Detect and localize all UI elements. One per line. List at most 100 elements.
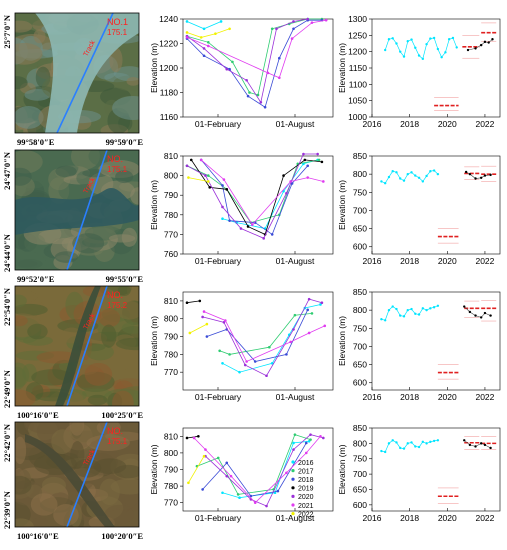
data-point-2016 [202, 27, 206, 31]
y-tick-label: 1200 [159, 63, 178, 73]
terrain-patch [15, 150, 43, 174]
data-point-2021 [185, 36, 189, 39]
icesat-point [479, 176, 483, 179]
map-frame [14, 12, 140, 134]
data-point-2020 [316, 152, 319, 156]
x-tick-label: 01-August [276, 392, 315, 402]
icesat-point [483, 311, 487, 315]
terrain-patch [104, 504, 135, 525]
series-line-2022 [188, 455, 205, 484]
y-tick-label: 650 [353, 360, 367, 370]
data-point-2021 [207, 44, 210, 48]
altimetry-point [429, 440, 432, 444]
y-axis-label: Elevation (m) [337, 180, 347, 230]
altimetry-point [455, 46, 458, 49]
altimetry-point [391, 305, 394, 308]
y-tick-label: 800 [164, 171, 178, 181]
data-point-2019 [225, 188, 229, 191]
terrain-patch [126, 76, 139, 86]
y-tick-label: 700 [353, 469, 367, 479]
lat-top-label: 24°47′0″N [2, 151, 12, 190]
altimetry-point [399, 314, 402, 317]
y-tick-label: 800 [164, 314, 178, 324]
data-point-2018 [205, 335, 209, 338]
data-point-2021 [199, 158, 203, 162]
series-line-2022 [186, 28, 230, 38]
terrain-patch [51, 429, 74, 455]
icesat-point [468, 443, 472, 447]
terrain-patch [99, 478, 120, 506]
plot-frame [371, 155, 501, 255]
data-point-2021 [245, 360, 248, 363]
data-point-2017 [218, 349, 221, 353]
data-point-2017 [231, 60, 234, 64]
terrain-patch [70, 441, 85, 470]
plot-frame [182, 155, 334, 255]
data-point-2017 [256, 93, 260, 97]
series-line-2021 [203, 311, 325, 363]
altimetry-point [387, 308, 391, 312]
icesat-point [474, 445, 477, 448]
data-point-2022 [228, 27, 231, 31]
y-tick-label: 790 [164, 332, 178, 342]
x-tick-label: 2020 [438, 119, 457, 129]
x-tick-label: 2018 [400, 392, 419, 402]
legend-marker-2020 [291, 494, 295, 498]
y-tick-label: 600 [353, 500, 367, 510]
x-tick-label: 2018 [400, 513, 419, 523]
altimetry-point [402, 447, 406, 450]
altimetry-point [391, 439, 394, 442]
data-point-2021 [285, 471, 288, 475]
x-tick-label: 2020 [438, 513, 457, 523]
icesat-point [474, 314, 477, 317]
data-point-2020 [225, 474, 229, 478]
x-tick-label: 01-February [195, 392, 242, 402]
icesat-point [479, 43, 483, 47]
terrain-patch [15, 167, 32, 186]
y-tick-label: 700 [353, 341, 367, 351]
data-point-2019 [303, 158, 307, 162]
data-point-2016 [221, 491, 224, 495]
series-line-2020 [202, 298, 323, 377]
data-point-2021 [229, 474, 233, 478]
data-point-2019 [189, 158, 193, 162]
y-tick-label: 800 [353, 438, 367, 448]
lon-left-label: 100°16′0″E [17, 410, 59, 420]
data-point-2020 [322, 436, 325, 440]
terrain-patch [15, 366, 27, 390]
y-tick-label: 770 [164, 229, 178, 239]
data-point-2021 [202, 310, 206, 313]
terrain-patch [115, 170, 134, 184]
series-line-2021 [186, 19, 327, 79]
terrain-patch [15, 294, 27, 308]
data-point-2017 [309, 438, 312, 441]
series-line-2022 [189, 323, 208, 334]
data-point-2018 [306, 164, 310, 168]
altimetry-point [436, 172, 440, 176]
terrain-patch [15, 518, 34, 527]
lon-right-label: 100°25′0″E [101, 410, 143, 420]
icesat-line [464, 440, 491, 449]
data-point-2020 [225, 67, 229, 71]
altimetry-point [444, 51, 447, 54]
y-tick-label: 800 [164, 448, 178, 458]
data-point-2020 [292, 20, 295, 23]
data-point-2019 [320, 160, 324, 164]
series-line-2019 [190, 159, 322, 235]
terrain-patch [109, 47, 123, 73]
reservoir-water [15, 187, 139, 235]
altimetry-point [421, 307, 425, 310]
y-tick-label: 780 [164, 481, 178, 491]
lat-top-label: 22°42′0″N [2, 423, 12, 462]
altimetry-point [414, 174, 417, 177]
altimetry-point [383, 450, 387, 454]
data-point-2022 [214, 32, 217, 35]
data-point-2020 [320, 301, 324, 304]
satellite-track-line [66, 286, 108, 406]
altimetry-point [395, 307, 398, 311]
data-point-2018 [263, 105, 267, 109]
data-point-2020 [306, 17, 310, 21]
map-frame [14, 421, 140, 528]
